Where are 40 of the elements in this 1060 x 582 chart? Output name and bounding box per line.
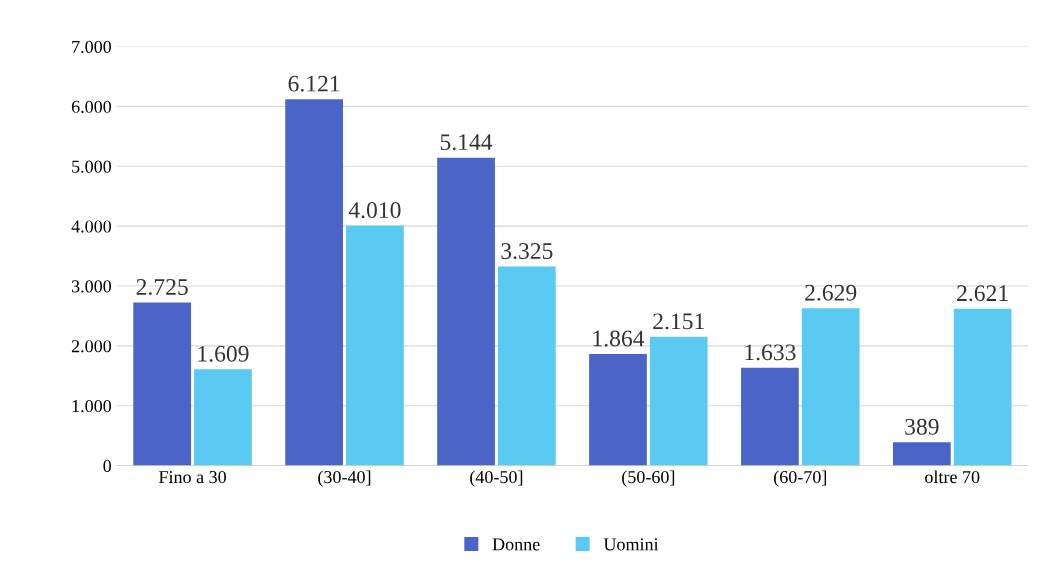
data-label: 2.725 xyxy=(136,279,188,295)
x-tick-label: oltre 70 xyxy=(925,470,980,484)
bar xyxy=(285,99,343,466)
y-tick-label: 2.000 xyxy=(71,340,112,353)
bar xyxy=(741,367,799,466)
y-tick-label: 1.000 xyxy=(72,399,112,413)
data-label: 4.010 xyxy=(348,202,401,219)
y-tick-label: 3.000 xyxy=(71,280,112,293)
y-tick-label: 5.000 xyxy=(72,160,112,173)
bar xyxy=(892,442,951,466)
bar xyxy=(589,354,647,466)
data-label: 389 xyxy=(905,418,939,435)
x-tick-label: (60-70] xyxy=(774,470,827,487)
x-tick-label: (40-50] xyxy=(470,470,523,487)
data-label: 2.629 xyxy=(805,284,857,301)
data-label: 5.144 xyxy=(440,134,493,151)
x-tick-label: (50-60] xyxy=(622,470,675,487)
y-tick-label: 0 xyxy=(103,459,112,473)
bar xyxy=(801,308,860,466)
data-label: 1.609 xyxy=(198,345,249,362)
bar xyxy=(346,225,404,466)
data-label: 6.121 xyxy=(288,75,340,92)
data-label: 2.151 xyxy=(653,313,704,330)
bar xyxy=(437,157,495,466)
bar xyxy=(953,308,1012,466)
legend-label: Donne xyxy=(492,538,540,551)
data-label: 1.864 xyxy=(593,330,645,347)
data-label: 3.325 xyxy=(501,243,553,260)
legend-label: Uomini xyxy=(603,538,659,551)
bar xyxy=(649,336,708,466)
y-tick-label: 7.000 xyxy=(72,40,112,54)
x-tick-label: (30-40] xyxy=(318,470,371,487)
bar xyxy=(194,369,252,466)
bar xyxy=(133,302,192,466)
y-tick-label: 6.000 xyxy=(71,100,112,113)
data-label: 1.633 xyxy=(745,344,796,361)
x-tick-label: Fino a 30 xyxy=(158,470,226,484)
data-label: 2.621 xyxy=(957,285,1008,302)
bar xyxy=(497,266,556,466)
y-tick-label: 4.000 xyxy=(71,220,112,233)
